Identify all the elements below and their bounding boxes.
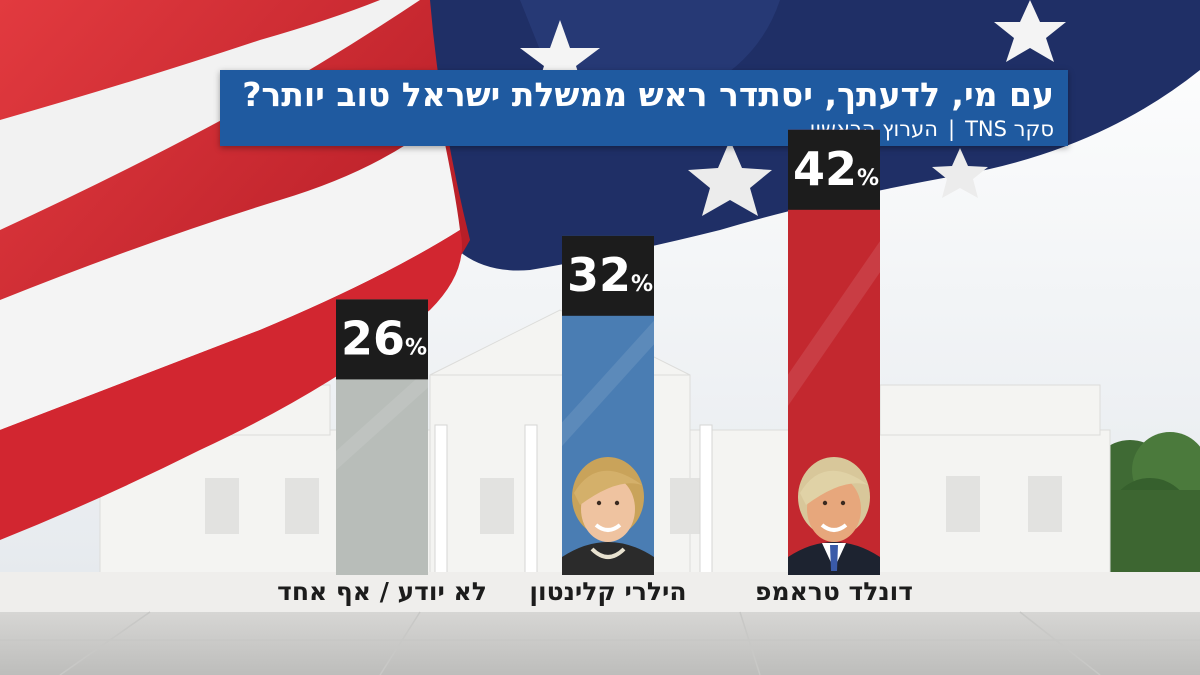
source-separator: | (947, 117, 956, 141)
value-box-clinton (562, 235, 654, 316)
category-label-trump: דונלד טראמפ (755, 577, 913, 606)
value-label-clinton: 32% (567, 248, 653, 302)
value-label-undecided: 26% (341, 311, 427, 365)
category-label-clinton: הילרי קלינטון (529, 577, 687, 606)
category-label-undecided: לא יודע / אף אחד (277, 577, 487, 606)
bar-sheen-clinton (562, 320, 654, 447)
value-box-undecided (336, 299, 428, 380)
bar-sheen-trump (788, 241, 880, 406)
value-box-trump (788, 129, 880, 210)
value-label-trump: 42% (793, 142, 879, 196)
page-title: עם מי, לדעתך, יסתדר ראש ממשלת ישראל טוב … (242, 75, 1054, 114)
bar-sheen-undecided (336, 368, 428, 471)
donald-trump-portrait-icon (788, 457, 880, 575)
header-panel: עם מי, לדעתך, יסתדר ראש ממשלת ישראל טוב … (220, 70, 1068, 146)
hillary-clinton-portrait-icon (562, 457, 654, 575)
source-poll: סקר TNS (965, 117, 1054, 141)
